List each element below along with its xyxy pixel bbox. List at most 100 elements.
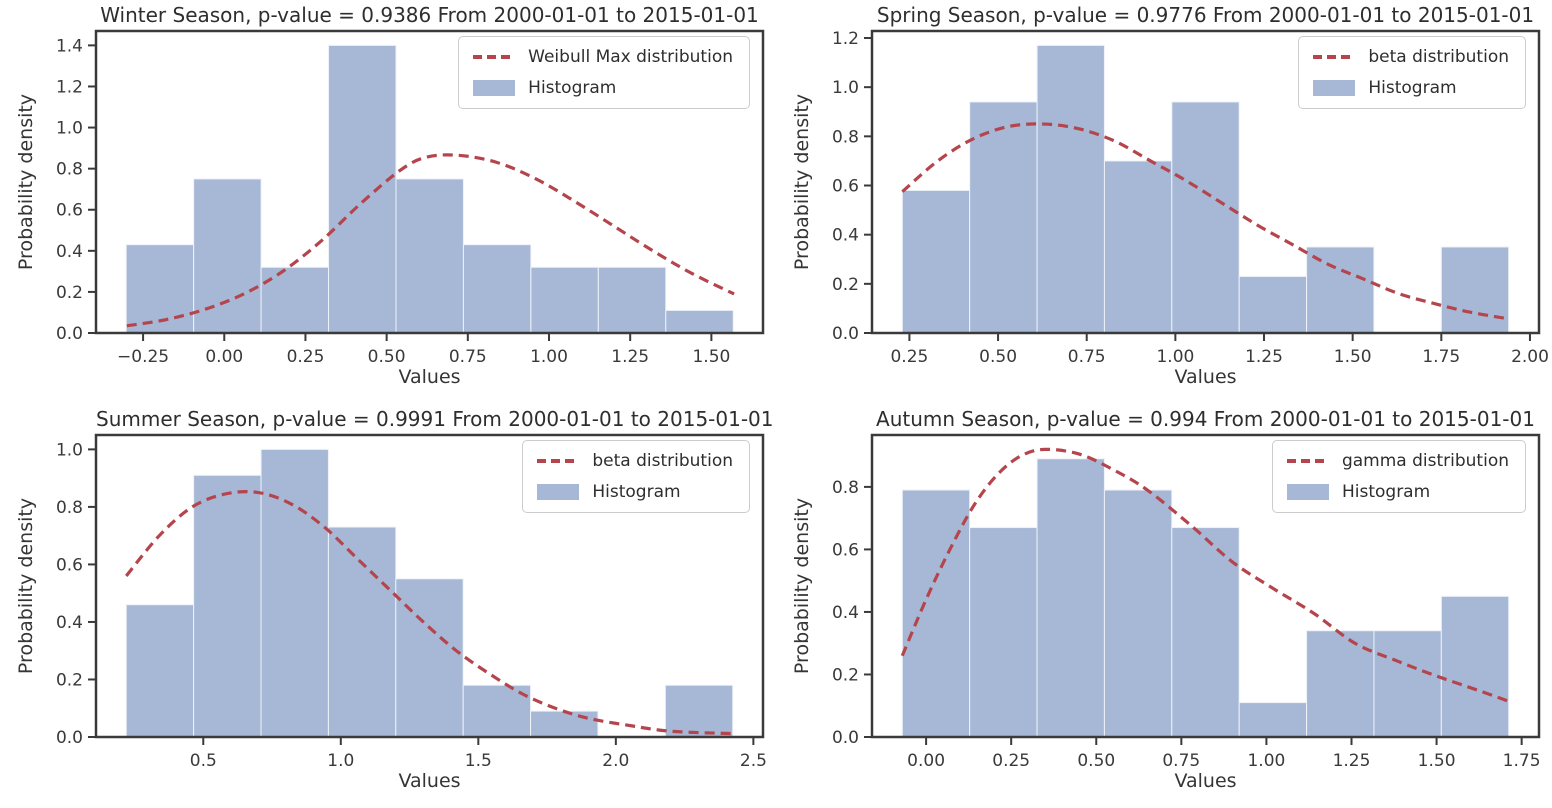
x-axis-label: Values xyxy=(398,366,461,388)
histogram-patch-swatch-icon xyxy=(1313,80,1356,96)
x-tick-label: 0.25 xyxy=(287,347,325,367)
y-tick-label: 0.0 xyxy=(832,324,859,344)
x-tick-label: 0.50 xyxy=(368,347,406,367)
histogram-bar xyxy=(597,266,667,334)
x-tick-label: 0.5 xyxy=(190,751,217,771)
y-tick-label: 0.6 xyxy=(832,177,859,197)
legend-label-histogram: Histogram xyxy=(592,482,681,502)
histogram-bar xyxy=(1373,630,1442,738)
histogram-bar xyxy=(969,101,1038,334)
fit-curve xyxy=(126,153,735,328)
y-tick-label: 0.8 xyxy=(56,498,83,518)
y-tick-label: 0.6 xyxy=(56,555,83,575)
subplot-autumn: Autumn Season, p-value = 0.994 From 2000… xyxy=(776,404,1552,808)
plot-border xyxy=(870,29,1541,335)
y-tick-label: 1.2 xyxy=(832,29,859,49)
y-tick-label: 1.0 xyxy=(832,78,859,98)
x-tick-label: 1.00 xyxy=(1247,751,1285,771)
histogram-bar xyxy=(665,309,734,334)
y-tick-label: 0.0 xyxy=(56,324,83,344)
subplot-spring: Spring Season, p-value = 0.9776 From 200… xyxy=(776,0,1552,404)
x-tick-label: 1.75 xyxy=(1422,347,1460,367)
histogram-bar xyxy=(327,526,397,738)
chart-title: Summer Season, p-value = 0.9991 From 200… xyxy=(96,407,774,431)
y-tick-label: 1.2 xyxy=(56,78,83,98)
y-tick-label: 0.4 xyxy=(56,613,83,633)
legend-entry-histogram: Histogram xyxy=(537,482,733,502)
legend-label-curve: beta distribution xyxy=(1368,47,1509,67)
subplot-summer: Summer Season, p-value = 0.9991 From 200… xyxy=(0,404,776,808)
y-tick-label: 1.0 xyxy=(56,440,83,460)
y-tick-label: 0.8 xyxy=(832,127,859,147)
y-tick-label: 0.6 xyxy=(832,540,859,560)
dashed-line-swatch-icon xyxy=(537,459,580,463)
histogram-patch-swatch-icon xyxy=(537,484,580,500)
plot-area: 0.00 0.25 0.50 0.75 1.00 1.25 1.50 1.75 0.0 0.2 0.… xyxy=(832,433,1541,771)
legend-entry-curve: beta distribution xyxy=(1313,47,1509,67)
dashed-line-swatch-icon xyxy=(1313,55,1356,59)
histogram-bar xyxy=(193,474,262,738)
histogram-bar xyxy=(328,44,397,334)
x-tick-label: 1.00 xyxy=(530,347,568,367)
histogram-bar xyxy=(1171,527,1240,738)
x-tick-label: 0.75 xyxy=(449,347,487,367)
x-tick-label: 2.5 xyxy=(740,751,767,771)
y-tick-label: 0.8 xyxy=(56,160,83,180)
fit-curve xyxy=(125,490,732,736)
x-tick-label: 0.50 xyxy=(1077,751,1115,771)
histogram-bar xyxy=(462,244,532,334)
y-tick-label: 0.6 xyxy=(56,201,83,221)
plot-area: −0.25 0.00 0.25 0.50 0.75 1.00 1.25 1.50 0.0 0.2 0… xyxy=(56,29,765,367)
y-tick-label: 0.4 xyxy=(832,226,859,246)
histogram-bar xyxy=(1238,275,1308,334)
x-axis-label: Values xyxy=(398,770,461,792)
chart-title: Autumn Season, p-value = 0.994 From 2000… xyxy=(876,407,1535,431)
x-tick-label: 1.00 xyxy=(1156,347,1194,367)
x-tick-label: 2.00 xyxy=(1511,347,1549,367)
histogram-bar xyxy=(664,684,734,738)
plot-area: 0.25 0.50 0.75 1.00 1.25 1.50 1.75 2.00 0.0 0.2 0.… xyxy=(832,29,1549,367)
x-tick-label: 0.75 xyxy=(1068,347,1106,367)
legend-label-histogram: Histogram xyxy=(1368,78,1457,98)
histogram-bar xyxy=(395,178,464,334)
plot-border xyxy=(94,433,765,739)
legend-entry-curve: beta distribution xyxy=(537,451,733,471)
x-tick-label: 1.50 xyxy=(1334,347,1372,367)
x-tick-label: 0.50 xyxy=(979,347,1017,367)
legend: gamma distribution Histogram xyxy=(1271,440,1526,513)
x-tick-label: 0.00 xyxy=(907,751,945,771)
histogram-patch-swatch-icon xyxy=(1286,484,1329,500)
histogram-bar xyxy=(260,448,329,738)
y-tick-label: 0.4 xyxy=(56,242,83,262)
legend-entry-histogram: Histogram xyxy=(1313,78,1509,98)
legend-entry-curve: Weibull Max distribution xyxy=(473,47,733,67)
y-tick-label: 0.2 xyxy=(832,275,859,295)
histogram-bar xyxy=(1238,702,1308,738)
histogram-bar xyxy=(1440,595,1510,738)
histogram-bar xyxy=(1440,246,1510,334)
y-tick-label: 0.2 xyxy=(56,283,83,303)
chart-title: Spring Season, p-value = 0.9776 From 200… xyxy=(876,3,1535,27)
y-tick-label: 0.0 xyxy=(832,728,859,748)
histogram-bar xyxy=(125,244,195,334)
histogram-bar xyxy=(193,178,262,334)
histogram-bar xyxy=(125,604,195,738)
y-tick-label: 0.4 xyxy=(832,603,859,623)
x-tick-label: 0.75 xyxy=(1162,751,1200,771)
fit-curve xyxy=(900,447,1509,703)
x-axis-label: Values xyxy=(1174,366,1237,388)
histogram-bar xyxy=(530,266,599,334)
y-tick-label: 0.8 xyxy=(832,478,859,498)
fit-curve xyxy=(901,122,1506,320)
x-tick-label: 0.00 xyxy=(205,347,243,367)
x-tick-label: 1.50 xyxy=(1418,751,1456,771)
legend: beta distribution Histogram xyxy=(1298,36,1526,109)
legend-entry-curve: gamma distribution xyxy=(1286,451,1509,471)
x-tick-label: 1.75 xyxy=(1503,751,1541,771)
histogram-bar xyxy=(395,578,464,738)
plot-area: 0.5 1.0 1.5 2.0 2.5 0.0 0.2 0.4 0.6 0.8 1.0 xyxy=(56,433,767,771)
histogram-bar xyxy=(530,710,599,738)
histogram-bar xyxy=(1171,101,1240,334)
y-tick-label: 1.4 xyxy=(56,36,83,56)
legend-label-curve: beta distribution xyxy=(592,451,733,471)
